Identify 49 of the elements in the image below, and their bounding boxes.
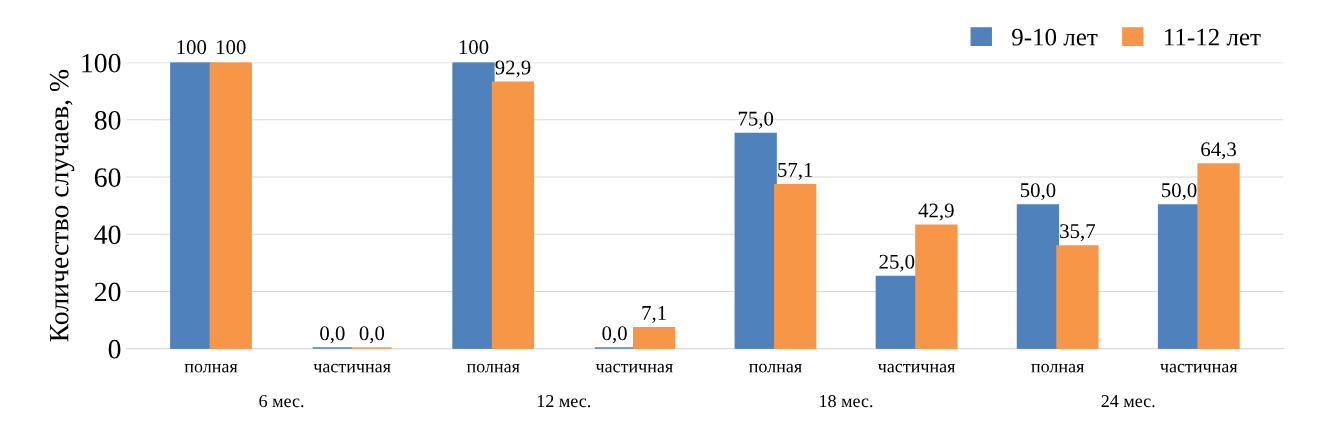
data-label: 50,0: [1162, 183, 1197, 201]
y-tick-label: 100: [82, 53, 121, 73]
bar: [209, 62, 252, 349]
bar: [734, 132, 777, 349]
x-tick-label: полная: [466, 363, 520, 373]
data-label: 0,0: [602, 326, 627, 344]
bar: [774, 183, 817, 349]
x-tick-label: частичная: [1160, 363, 1238, 373]
bar: [915, 224, 958, 349]
data-label: 42,9: [918, 203, 954, 221]
data-label: 7,1: [642, 305, 666, 323]
y-tick-label: 60: [94, 168, 121, 187]
data-label: 100: [216, 40, 246, 55]
legend-label: 9-10 лет: [1012, 28, 1098, 46]
y-tick-label: 0: [108, 339, 121, 359]
x-tick-label: полная: [184, 363, 238, 373]
data-label: 92,9: [495, 60, 531, 78]
data-label: 25,0: [879, 254, 915, 272]
bar: [491, 81, 535, 349]
x-tick-label: полная: [749, 363, 802, 373]
y-tick-label: 80: [94, 110, 121, 130]
x-tick-label: полная: [1031, 363, 1085, 373]
bar: [1197, 163, 1240, 349]
text: 18 мес.: [820, 394, 873, 408]
data-label: 64,3: [1201, 142, 1236, 160]
bar: [1056, 245, 1099, 349]
data-label: 75,0: [738, 111, 774, 129]
x-tick-label: частичная: [877, 363, 956, 373]
y-tick-label: 40: [94, 225, 121, 245]
bar: [452, 62, 495, 349]
data-label: 35,7: [1060, 224, 1096, 242]
bar: [875, 275, 918, 349]
x-tick-label: частичная: [595, 363, 673, 373]
data-label: 57,1: [778, 162, 813, 180]
data-label: 100: [177, 40, 207, 55]
bar: [1016, 204, 1060, 349]
data-label: 100: [459, 40, 489, 55]
bar: [632, 326, 676, 349]
text: 6 мес.: [259, 395, 304, 408]
bar: [170, 62, 213, 349]
data-label: 0,0: [359, 326, 385, 344]
data-label: 50,0: [1020, 183, 1056, 201]
text: 24 мес.: [1101, 395, 1155, 408]
x-tick-label: частичная: [313, 363, 391, 373]
text: 12 мес.: [537, 395, 591, 408]
legend-label: 11-12 лет: [1165, 28, 1261, 46]
y-axis-title: Количество случаев, %: [49, 69, 75, 342]
y-tick-label: 20: [94, 282, 121, 302]
data-label: 0,0: [320, 326, 345, 344]
